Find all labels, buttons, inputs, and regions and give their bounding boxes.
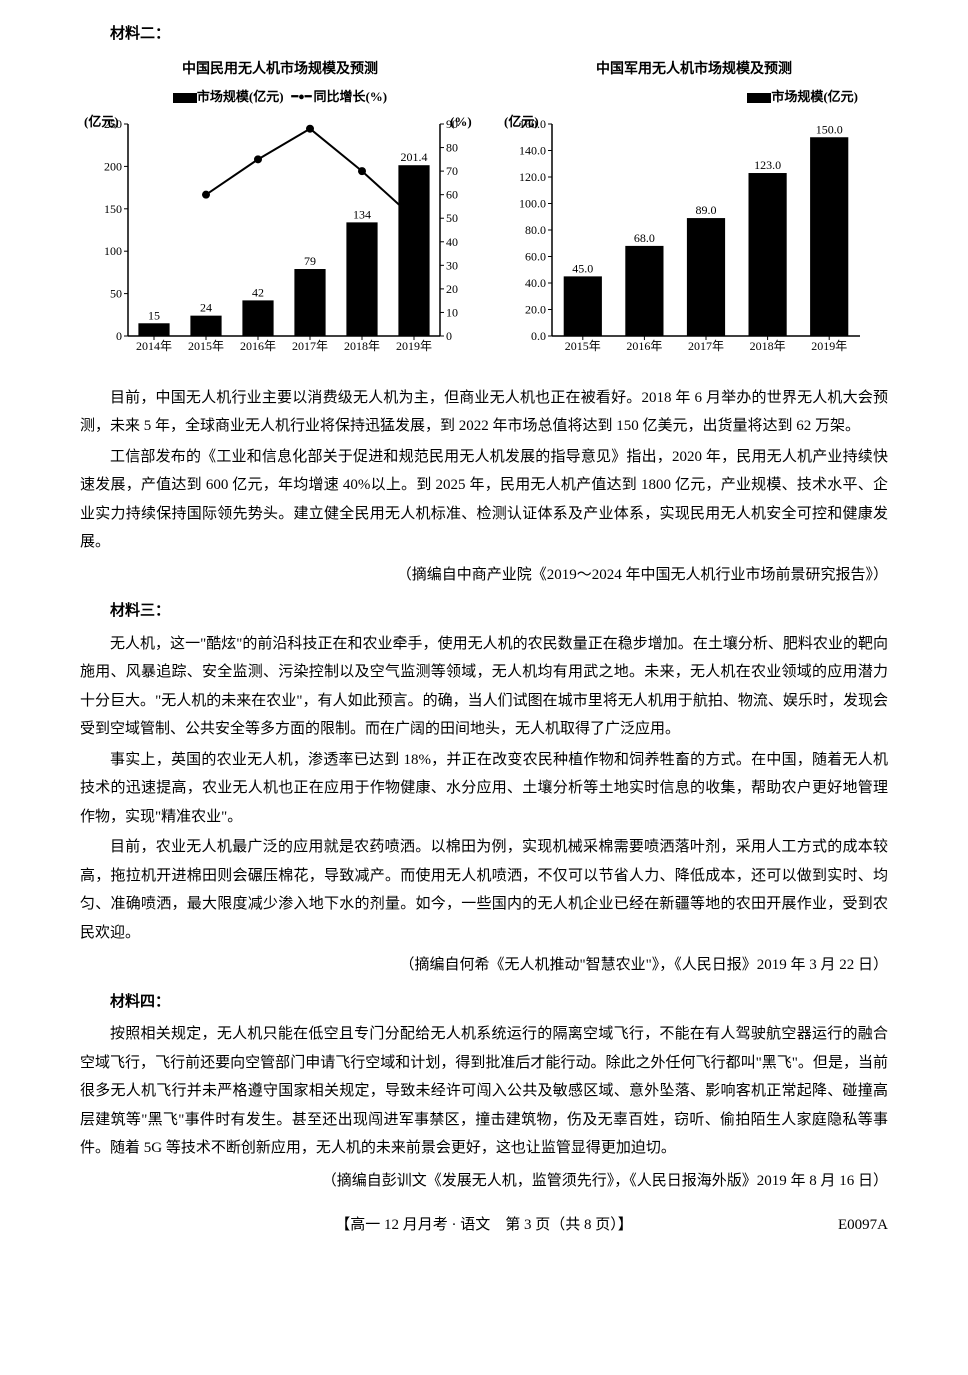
- svg-text:100.0: 100.0: [519, 196, 546, 210]
- svg-text:40: 40: [446, 235, 458, 249]
- chart1-legend-line-wrap: 同比增长(%): [292, 85, 388, 110]
- section3-label: 材料三：: [80, 597, 888, 626]
- svg-text:201.4: 201.4: [401, 150, 428, 164]
- chart1-svg: 0501001502002500102030405060708090152014…: [80, 114, 480, 364]
- svg-text:140.0: 140.0: [519, 143, 546, 157]
- page-footer: 【高一 12 月月考 · 语文 第 3 页（共 8 页）】 E0097A: [80, 1211, 888, 1240]
- chart2-legend: 市场规模(亿元): [500, 85, 888, 110]
- section4-para1: 按照相关规定，无人机只能在低空且专门分配给无人机系统运行的隔离空域飞行，不能在有…: [80, 1020, 888, 1163]
- svg-text:0.0: 0.0: [531, 329, 546, 343]
- svg-text:40.0: 40.0: [525, 276, 546, 290]
- charts-row: 中国民用无人机市场规模及预测 市场规模(亿元) 同比增长(%) 05010015…: [80, 57, 888, 364]
- svg-text:(%): (%): [450, 114, 472, 129]
- section3-citation: （摘编自何希《无人机推动"智慧农业"》，《人民日报》2019 年 3 月 22 …: [80, 951, 888, 980]
- svg-text:150: 150: [104, 202, 122, 216]
- svg-text:200: 200: [104, 159, 122, 173]
- chart2-title: 中国军用无人机市场规模及预测: [500, 57, 888, 84]
- svg-text:68.0: 68.0: [634, 231, 655, 245]
- svg-text:(亿元): (亿元): [504, 114, 539, 129]
- svg-text:50: 50: [446, 211, 458, 225]
- chart1-container: 中国民用无人机市场规模及预测 市场规模(亿元) 同比增长(%) 05010015…: [80, 57, 480, 364]
- svg-text:2015年: 2015年: [188, 339, 224, 353]
- svg-text:2019年: 2019年: [811, 339, 847, 353]
- svg-text:80: 80: [446, 140, 458, 154]
- svg-text:79: 79: [304, 254, 316, 268]
- svg-text:100: 100: [104, 244, 122, 258]
- svg-text:2015年: 2015年: [565, 339, 601, 353]
- svg-text:123.0: 123.0: [754, 158, 781, 172]
- section3-para3: 目前，农业无人机最广泛的应用就是农药喷洒。以棉田为例，实现机械采棉需要喷洒落叶剂…: [80, 833, 888, 947]
- section2-citation: （摘编自中商产业院《2019～2024 年中国无人机行业市场前景研究报告》）: [80, 561, 888, 590]
- svg-text:30: 30: [446, 258, 458, 272]
- svg-text:45.0: 45.0: [572, 261, 593, 275]
- chart1-legend: 市场规模(亿元) 同比增长(%): [80, 85, 480, 110]
- footer-center: 【高一 12 月月考 · 语文 第 3 页（共 8 页）】: [335, 1217, 633, 1233]
- svg-text:50: 50: [110, 286, 122, 300]
- footer-code: E0097A: [838, 1211, 888, 1240]
- svg-text:134: 134: [353, 207, 371, 221]
- svg-text:89.0: 89.0: [696, 203, 717, 217]
- svg-text:70: 70: [446, 164, 458, 178]
- svg-text:0: 0: [446, 329, 452, 343]
- svg-text:60.0: 60.0: [525, 249, 546, 263]
- chart1-legend-line: 同比增长(%): [313, 85, 387, 110]
- svg-text:15: 15: [148, 308, 160, 322]
- chart2-container: 中国军用无人机市场规模及预测 市场规模(亿元) 0.0 20.0 40.0 60.0 8…: [500, 57, 888, 364]
- legend-bar-icon: [747, 93, 771, 103]
- svg-text:2016年: 2016年: [240, 339, 276, 353]
- legend-bar-icon: [173, 93, 197, 103]
- svg-text:120.0: 120.0: [519, 170, 546, 184]
- svg-text:10: 10: [446, 305, 458, 319]
- section4-citation: （摘编自彭训文《发展无人机，监管须先行》，《人民日报海外版》2019 年 8 月…: [80, 1167, 888, 1196]
- chart1-title: 中国民用无人机市场规模及预测: [80, 57, 480, 84]
- svg-text:2016年: 2016年: [626, 339, 662, 353]
- svg-text:2017年: 2017年: [292, 339, 328, 353]
- svg-text:80.0: 80.0: [525, 223, 546, 237]
- section2-label: 材料二：: [80, 20, 888, 49]
- chart1-legend-bar: 市场规模(亿元): [197, 89, 284, 104]
- svg-text:2019年: 2019年: [396, 339, 432, 353]
- svg-text:0: 0: [116, 329, 122, 343]
- svg-text:2018年: 2018年: [750, 339, 786, 353]
- section4-label: 材料四：: [80, 988, 888, 1017]
- svg-text:20.0: 20.0: [525, 302, 546, 316]
- chart2-legend-bar: 市场规模(亿元): [771, 89, 858, 104]
- section3-para2: 事实上，英国的农业无人机，渗透率已达到 18%，并正在改变农民种植作物和饲养牲畜…: [80, 746, 888, 832]
- svg-text:20: 20: [446, 282, 458, 296]
- svg-text:2014年: 2014年: [136, 339, 172, 353]
- svg-text:60: 60: [446, 187, 458, 201]
- svg-text:24: 24: [200, 300, 212, 314]
- section3-para1: 无人机，这一"酷炫"的前沿科技正在和农业牵手，使用无人机的农民数量正在稳步增加。…: [80, 630, 888, 744]
- chart2-svg: 0.020.040.060.080.0100.0120.0140.0160.04…: [500, 114, 880, 364]
- svg-text:(亿元): (亿元): [84, 114, 119, 129]
- svg-text:2018年: 2018年: [344, 339, 380, 353]
- section2-para1: 目前，中国无人机行业主要以消费级无人机为主，但商业无人机也正在被看好。2018 …: [80, 384, 888, 441]
- svg-text:150.0: 150.0: [816, 122, 843, 136]
- svg-text:42: 42: [252, 285, 264, 299]
- svg-text:2017年: 2017年: [688, 339, 724, 353]
- section2-para2: 工信部发布的《工业和信息化部关于促进和规范民用无人机发展的指导意见》指出，202…: [80, 443, 888, 557]
